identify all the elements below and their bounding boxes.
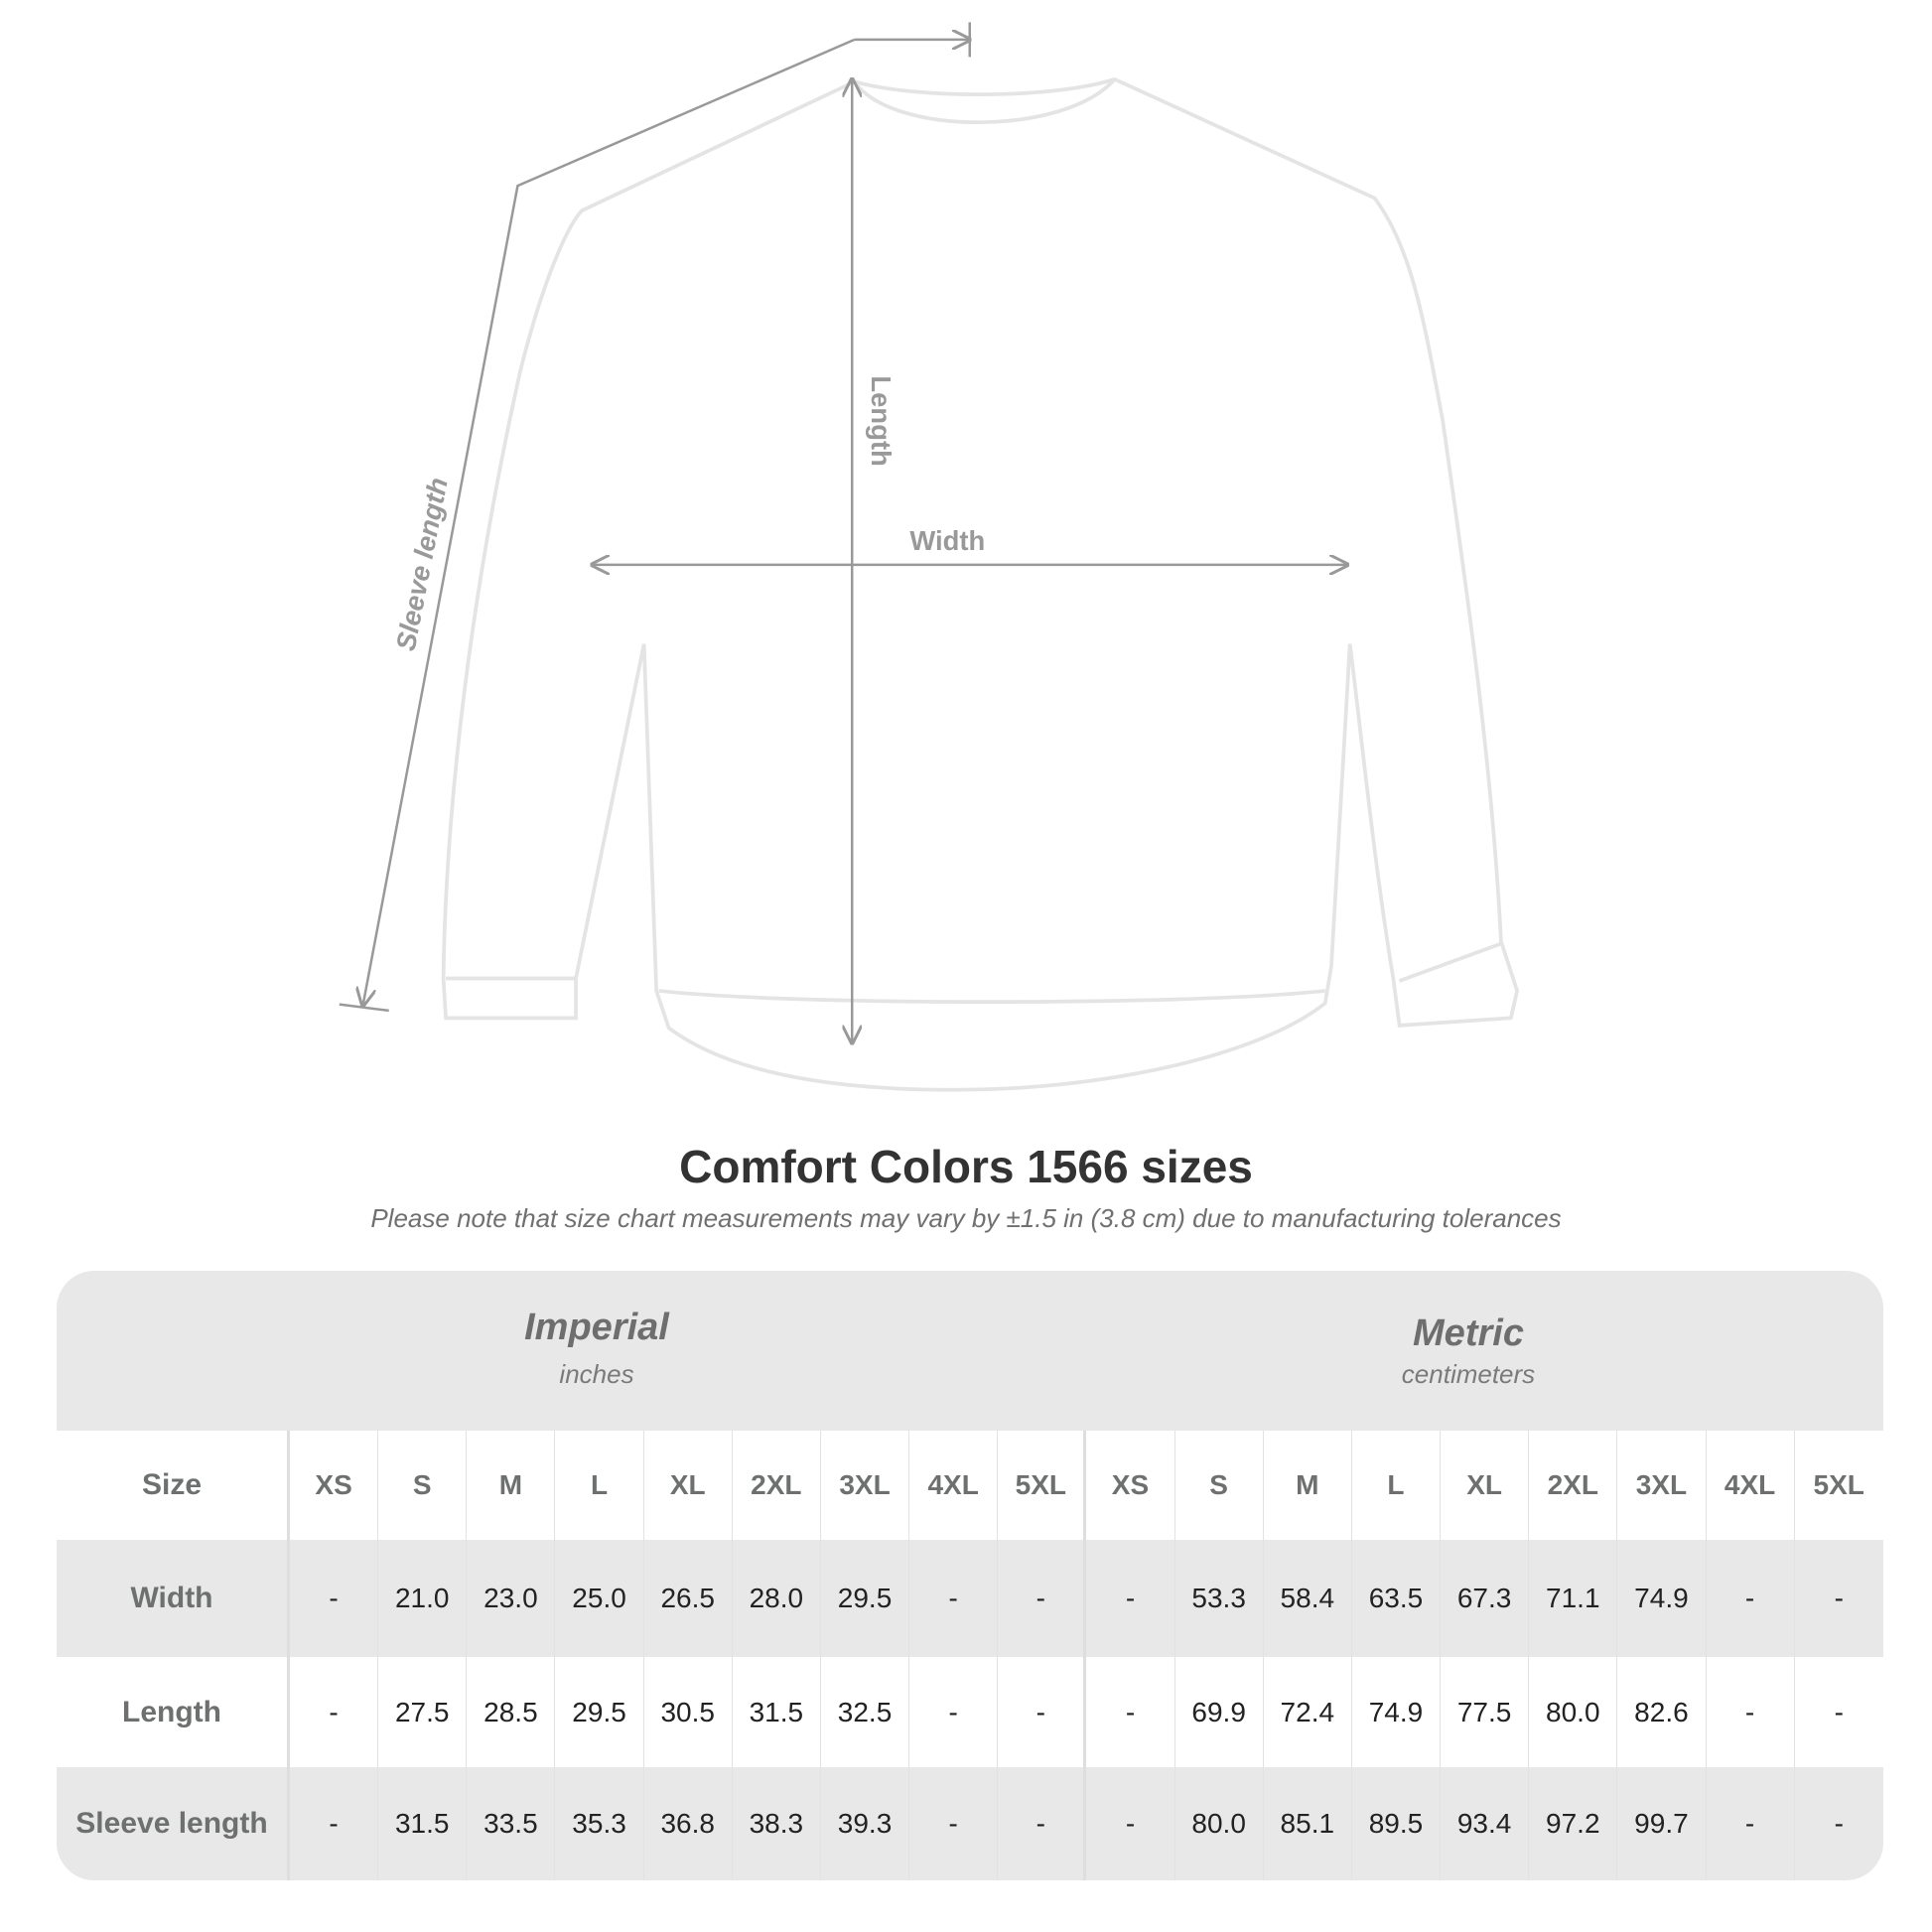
table-cell: 38.3 [733, 1767, 821, 1880]
table-cell: - [909, 1767, 999, 1880]
table-cell: 72.4 [1264, 1657, 1352, 1767]
table-cell: 31.5 [733, 1657, 821, 1767]
system-header [57, 1271, 1883, 1431]
row-label: Length [57, 1657, 290, 1767]
size-header-cell: 3XL [821, 1431, 910, 1540]
table-cell: 63.5 [1352, 1540, 1442, 1657]
table-cell: 26.5 [644, 1540, 733, 1657]
size-header-cell: XL [1441, 1431, 1530, 1540]
table-cell: - [290, 1767, 379, 1880]
table-cell: - [1834, 1583, 1844, 1613]
table-cell: - [909, 1657, 999, 1767]
table-cell: 53.3 [1175, 1540, 1264, 1657]
table-cell: - [1086, 1540, 1175, 1657]
sleeve-length-label: Sleeve length [390, 475, 454, 653]
length-label: Length [866, 375, 897, 466]
size-header-cell: M [1264, 1431, 1352, 1540]
metric-title: Metric [1413, 1312, 1524, 1354]
table-cell: 39.3 [821, 1767, 910, 1880]
imperial-unit: inches [559, 1359, 634, 1389]
table-cell: - [290, 1657, 379, 1767]
table-cell: - [1834, 1696, 1844, 1727]
row-label: Sleeve length [57, 1767, 290, 1880]
size-header-cell: M [467, 1431, 556, 1540]
table-cell: - [1707, 1540, 1795, 1657]
table-cell: 32.5 [821, 1657, 910, 1767]
size-header-cell: 2XL [733, 1431, 821, 1540]
table-cell: 89.5 [1352, 1767, 1442, 1880]
table-cell: - [290, 1540, 379, 1657]
size-header-cell: 4XL [1707, 1431, 1795, 1540]
size-header-cell: L [1352, 1431, 1442, 1540]
size-header-cell: S [378, 1431, 468, 1540]
size-header-cell: 4XL [909, 1431, 999, 1540]
table-cell: 23.0 [467, 1540, 556, 1657]
table-cell: - [998, 1767, 1087, 1880]
size-header-cell: XS [290, 1431, 379, 1540]
table-cell: - [1086, 1767, 1175, 1880]
table-cell: 80.0 [1529, 1657, 1618, 1767]
size-header-cell: XS [1086, 1431, 1175, 1540]
size-header-row: Size XS S M L XL 2XL 3XL 4XL 5XL XS S M L XL 2XL 3XL 4XL 5… [57, 1431, 1883, 1540]
table-cell: - [1707, 1657, 1795, 1767]
table-cell: 80.0 [1175, 1767, 1264, 1880]
table-row: Sleeve length -31.5 33.5 35.3 36.8 38.3 39.3- -… [57, 1767, 1883, 1880]
table-cell: 69.9 [1175, 1657, 1264, 1767]
table-cell: - [1834, 1808, 1844, 1839]
table-cell: 28.0 [733, 1540, 821, 1657]
table-cell: 74.9 [1352, 1657, 1442, 1767]
table-cell: - [1707, 1767, 1795, 1880]
size-header-cell: S [1175, 1431, 1264, 1540]
table-cell: 93.4 [1441, 1767, 1530, 1880]
table-cell: 97.2 [1529, 1767, 1618, 1880]
imperial-title: Imperial [524, 1307, 669, 1348]
table-cell: - [998, 1657, 1087, 1767]
imperial-header: Imperial inches [348, 1307, 845, 1390]
table-cell: - [998, 1540, 1087, 1657]
row-label: Size [57, 1431, 290, 1540]
table-cell: 71.1 [1529, 1540, 1618, 1657]
size-header-cell: 5XL [998, 1431, 1087, 1540]
metric-header: Metric centimeters [1220, 1312, 1717, 1390]
sweatshirt-image [441, 76, 1520, 1092]
table-cell: 74.9 [1617, 1540, 1707, 1657]
page-title: Comfort Colors 1566 sizes [679, 1141, 1253, 1192]
table-cell: 82.6 [1617, 1657, 1707, 1767]
table-cell: 35.3 [555, 1767, 644, 1880]
table-cell: 29.5 [821, 1540, 910, 1657]
table-cell: 29.5 [555, 1657, 644, 1767]
table-row: Length -27.5 28.5 29.5 30.5 31.5 32.5- - -69.9 72… [57, 1657, 1883, 1767]
size-table: Imperial inches Metric centimeters Size X… [57, 1271, 1883, 1880]
size-header-cell: L [555, 1431, 644, 1540]
width-label: Width [909, 525, 985, 556]
size-header-cell: 5XL [1813, 1469, 1864, 1500]
table-cell: 30.5 [644, 1657, 733, 1767]
table-cell: 27.5 [378, 1657, 468, 1767]
sleeve-arrow [362, 38, 856, 1006]
table-cell: 21.0 [378, 1540, 468, 1657]
table-cell: 85.1 [1264, 1767, 1352, 1880]
metric-unit: centimeters [1401, 1359, 1536, 1389]
size-header-cell: 3XL [1617, 1431, 1707, 1540]
measurement-lines [339, 22, 1347, 1042]
table-cell: 25.0 [555, 1540, 644, 1657]
table-cell: 58.4 [1264, 1540, 1352, 1657]
table-cell: 77.5 [1441, 1657, 1530, 1767]
table-row: Width -21.0 23.0 25.0 26.5 28.0 29.5- - -53.3 58.… [57, 1540, 1883, 1657]
row-label: Width [57, 1540, 290, 1657]
size-header-cell: 2XL [1529, 1431, 1618, 1540]
table-cell: - [1086, 1657, 1175, 1767]
table-cell: 36.8 [644, 1767, 733, 1880]
table-cell: 31.5 [378, 1767, 468, 1880]
table-cell: - [909, 1540, 999, 1657]
tolerance-note: Please note that size chart measurements… [370, 1203, 1562, 1233]
table-cell: 33.5 [467, 1767, 556, 1880]
table-cell: 67.3 [1441, 1540, 1530, 1657]
size-header-cell: XL [644, 1431, 733, 1540]
table-cell: 28.5 [467, 1657, 556, 1767]
table-cell: 99.7 [1617, 1767, 1707, 1880]
